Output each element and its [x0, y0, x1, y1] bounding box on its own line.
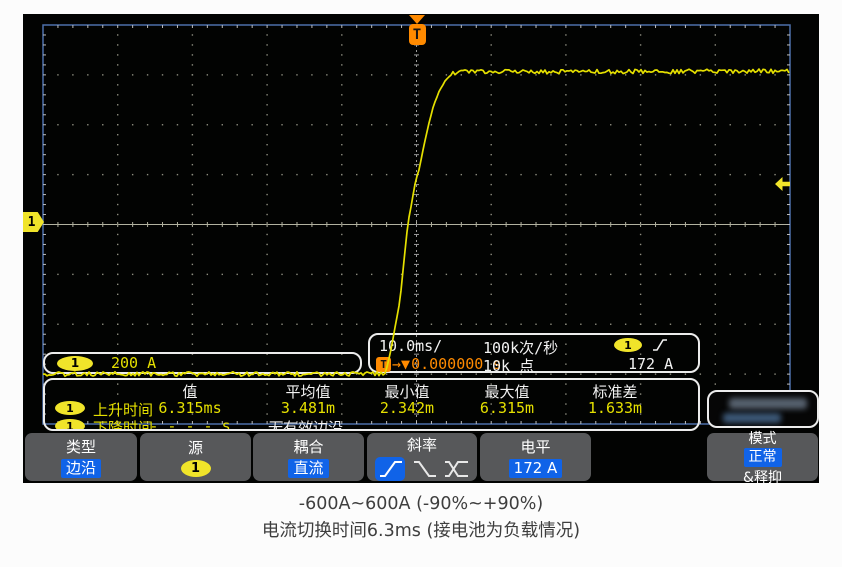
- meas-row2-value: - - - - s: [149, 417, 231, 431]
- channel-1-badge[interactable]: 1: [57, 355, 93, 371]
- timebase-value: 10.0ms/: [379, 337, 443, 355]
- softkey-trigger-source[interactable]: 源 1: [140, 433, 251, 481]
- softkey-type-label: 类型: [65, 438, 96, 456]
- channel1-ground-marker[interactable]: 1: [23, 212, 44, 232]
- memory-depth-value: 10k 点: [483, 357, 535, 375]
- blurred-text-line: [723, 413, 781, 423]
- trigger-position-marker[interactable]: T: [408, 14, 426, 45]
- meas-row1-mean: 3.481m: [280, 399, 336, 417]
- softkey-level-value: 172 A: [508, 459, 563, 478]
- rising-edge-icon-selected[interactable]: [375, 456, 405, 481]
- meas-row1-channel-badge: 1: [55, 401, 85, 415]
- softkey-trigger-level[interactable]: 电平 172 A: [480, 433, 591, 481]
- softkey-coupling-value: 直流: [288, 459, 329, 478]
- softkey-level-label: 电平: [520, 438, 551, 456]
- trigger-position-arrow-icon: [409, 15, 425, 24]
- trigger-t-badge: T: [408, 24, 426, 45]
- channel-scale-value: 200 A: [111, 354, 157, 372]
- softkey-source-label: 源: [187, 439, 203, 457]
- oscilloscope-screen: 1 200 A 10.0ms/ T →▼ 0.000000 s 100k次/秒 …: [23, 14, 819, 483]
- meas-row2-channel-badge: 1: [55, 419, 85, 429]
- figure-caption: -600A~600A (-90%~+90%) 电流切换时间6.3ms (接电池为…: [0, 491, 842, 545]
- softkey-menu: 类型 边沿 源 1 耦合 直流 斜率: [23, 431, 819, 484]
- blurred-text-line: [729, 398, 807, 409]
- either-edge-icon[interactable]: [443, 459, 469, 479]
- softkey-slope-label: 斜率: [406, 435, 437, 454]
- measurement-table: 值 平均值 最小值 最大值 标准差 1 上升时间 6.315ms 3.481m …: [43, 378, 700, 431]
- softkey-source-badge: 1: [180, 460, 211, 477]
- meas-row1-min: 2.342m: [379, 399, 435, 417]
- falling-edge-icon[interactable]: [412, 459, 436, 479]
- channel-info-box: 1 200 A: [43, 352, 362, 374]
- trigger-level-arrow-icon[interactable]: [775, 177, 790, 191]
- trigger-level-value: 172 A: [628, 355, 674, 373]
- trigger-info-box: 10.0ms/ T →▼ 0.000000 s 100k次/秒 10k 点 1 …: [368, 333, 700, 375]
- softkey-coupling[interactable]: 耦合 直流: [253, 433, 364, 481]
- trigger-source: 1: [614, 338, 668, 352]
- caption-line2: 电流切换时间6.3ms (接电池为负载情况): [261, 521, 581, 541]
- slope-options: [375, 456, 469, 481]
- softkey-mode-label: 模式: [748, 430, 777, 447]
- blurred-timestamp-box: [707, 390, 819, 428]
- softkey-mode-value: 正常: [743, 447, 782, 467]
- softkey-mode-value2: &释抑: [743, 469, 782, 484]
- softkey-trigger-type[interactable]: 类型 边沿: [25, 433, 137, 481]
- meas-row1-stddev: 1.633m: [587, 399, 643, 417]
- trigger-source-badge: 1: [614, 338, 642, 352]
- rising-edge-icon: [653, 339, 667, 351]
- caption-line1: -600A~600A (-90%~+90%): [298, 494, 544, 514]
- softkey-coupling-label: 耦合: [293, 438, 324, 456]
- meas-row1-value: 6.315ms: [158, 399, 222, 417]
- softkey-type-value: 边沿: [60, 459, 101, 478]
- meas-row2-no-edge-text: 无有效边沿: [268, 419, 344, 431]
- softkey-slope[interactable]: 斜率: [367, 433, 477, 481]
- meas-row1-max: 6.315m: [479, 399, 535, 417]
- trigger-delay-arrows-icon: →▼: [392, 355, 411, 373]
- trigger-t-icon: T: [376, 356, 391, 372]
- softkey-trigger-mode[interactable]: 模式 正常 &释抑: [707, 431, 818, 484]
